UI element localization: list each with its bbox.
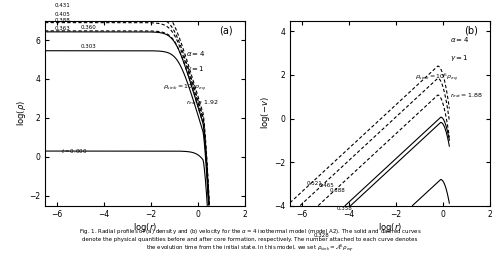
Text: 0.360: 0.360	[80, 25, 96, 30]
Text: 0.521: 0.521	[306, 181, 322, 186]
Text: $\rho_{sink}=10^6\rho_{eq}$: $\rho_{sink}=10^6\rho_{eq}$	[414, 72, 458, 84]
Text: (a): (a)	[219, 25, 232, 35]
Text: 0.358: 0.358	[337, 206, 353, 211]
Text: 0.431: 0.431	[54, 3, 70, 8]
Text: 0.388: 0.388	[330, 188, 346, 194]
Text: $t=0.000$: $t=0.000$	[62, 147, 88, 155]
Text: 0.405: 0.405	[54, 12, 70, 17]
Text: $\gamma=1$: $\gamma=1$	[450, 53, 468, 63]
Text: $\gamma=1$: $\gamma=1$	[186, 64, 204, 74]
Y-axis label: $\log(-v)$: $\log(-v)$	[260, 97, 272, 129]
Text: $\rho_{sink}=10^6\rho_{eq}$: $\rho_{sink}=10^6\rho_{eq}$	[162, 81, 206, 93]
Text: 0.388: 0.388	[54, 18, 70, 23]
X-axis label: $\log(r)$: $\log(r)$	[378, 221, 402, 234]
Text: 0.363: 0.363	[54, 26, 70, 31]
Text: (b): (b)	[464, 25, 478, 35]
Text: Fig. 1. Radial profiles of (a) density and (b) velocity for the $\alpha = 4$ iso: Fig. 1. Radial profiles of (a) density a…	[78, 227, 422, 254]
X-axis label: $\log(r)$: $\log(r)$	[133, 221, 157, 234]
Y-axis label: $\log(\rho)$: $\log(\rho)$	[14, 100, 28, 126]
Text: $\alpha=4$: $\alpha=4$	[186, 49, 206, 58]
Text: 0.303: 0.303	[80, 44, 96, 49]
Text: $r_{ext}=1.92$: $r_{ext}=1.92$	[186, 98, 219, 107]
Text: $r_{ext}=1.88$: $r_{ext}=1.88$	[450, 91, 482, 100]
Text: 0.465: 0.465	[318, 183, 334, 188]
Text: $\alpha=4$: $\alpha=4$	[450, 35, 469, 44]
Text: 0.328: 0.328	[314, 233, 330, 238]
